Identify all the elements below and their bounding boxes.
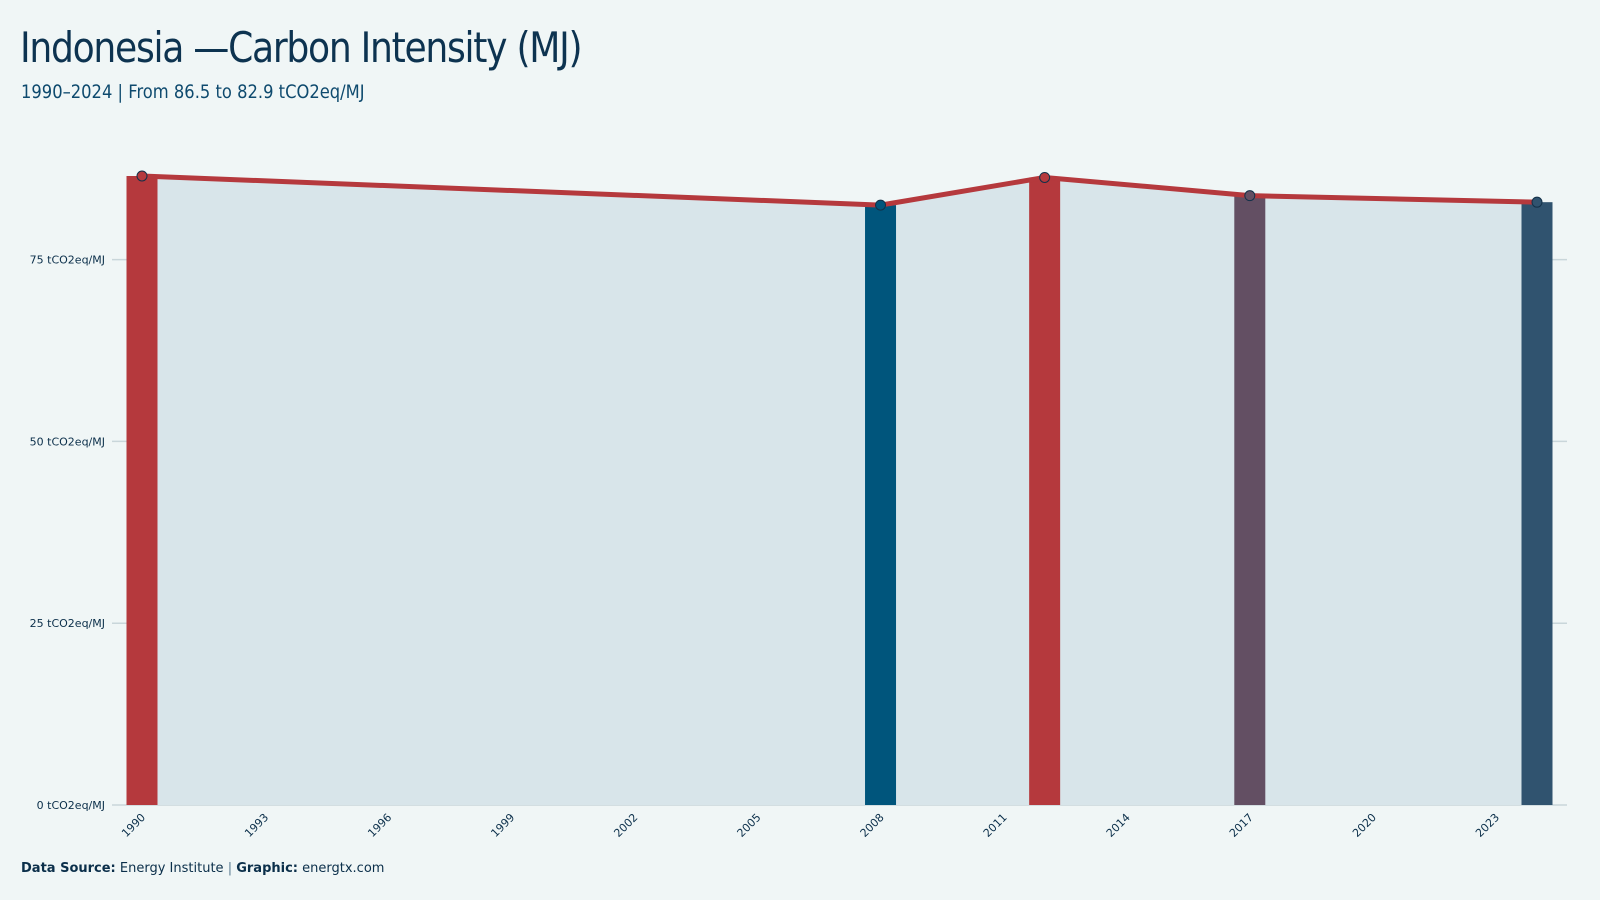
y-tick-label: 75 tCO2eq/MJ: [30, 254, 105, 267]
data-point: [875, 199, 887, 211]
chart-subtitle: 1990–2024 | From 86.5 to 82.9 tCO2eq/MJ: [21, 81, 365, 103]
bar: [1521, 202, 1553, 805]
bar: [865, 205, 897, 806]
source-label: Data Source:: [21, 861, 116, 876]
data-point: [1531, 196, 1543, 208]
x-tick-label: 2005: [735, 811, 764, 840]
x-tick-label: 2014: [1104, 811, 1133, 840]
x-tick-label: 2011: [981, 811, 1010, 840]
x-tick-label: 1993: [242, 811, 271, 840]
area-fill: [142, 176, 1537, 805]
x-tick-label: 2008: [858, 811, 887, 840]
x-tick-label: 2020: [1350, 811, 1379, 840]
data-point: [1039, 171, 1051, 183]
x-tick-label: 2002: [611, 811, 640, 840]
data-point: [136, 170, 148, 182]
chart-title: Indonesia —Carbon Intensity (MJ): [20, 23, 583, 72]
graphic-label: Graphic:: [236, 861, 298, 876]
y-tick-label: 50 tCO2eq/MJ: [30, 435, 105, 448]
x-tick-label: 1999: [488, 811, 517, 840]
bar: [1234, 195, 1266, 805]
y-tick-label: 0 tCO2eq/MJ: [37, 799, 105, 812]
footer: Data Source: Energy Institute | Graphic:…: [21, 860, 384, 878]
bar: [1029, 177, 1061, 805]
x-tick-label: 1990: [119, 811, 148, 840]
source-value: Energy Institute: [119, 861, 224, 876]
data-point: [1244, 190, 1256, 202]
graphic-value: energtx.com: [302, 861, 385, 876]
bar: [126, 176, 158, 805]
footer-separator: |: [227, 861, 233, 876]
y-tick-label: 25 tCO2eq/MJ: [30, 617, 105, 630]
x-tick-label: 2017: [1227, 811, 1256, 840]
x-tick-label: 2023: [1473, 811, 1502, 840]
x-tick-label: 1996: [365, 811, 394, 840]
